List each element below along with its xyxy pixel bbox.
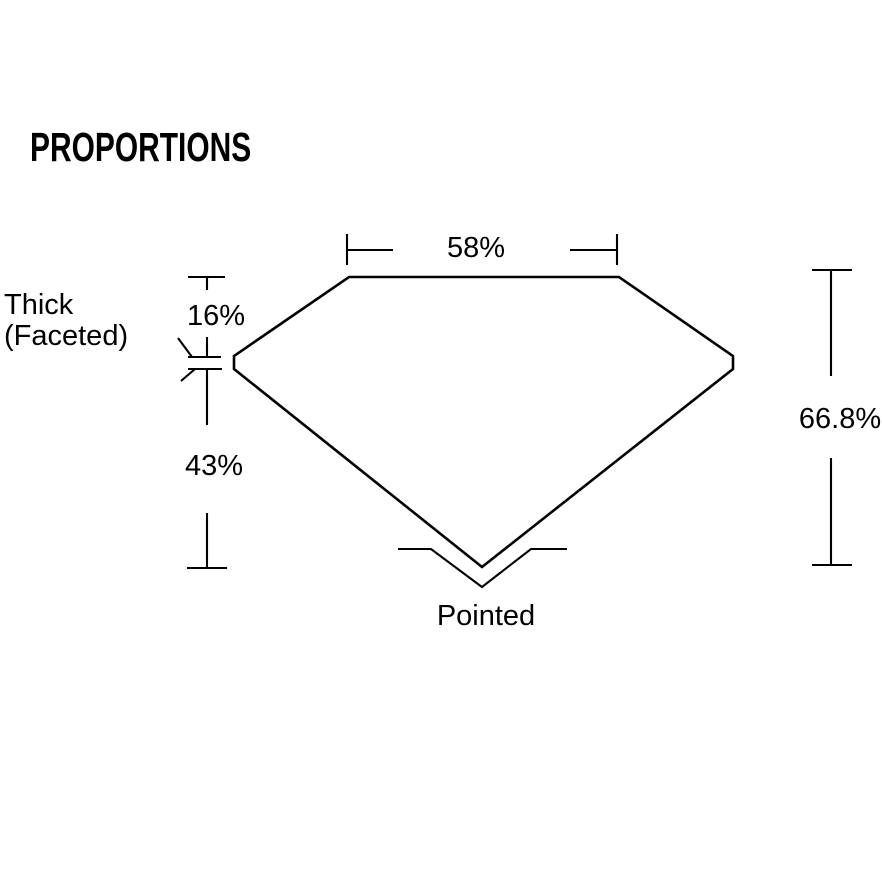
culet-label: Pointed [436,600,536,632]
table-width-dimension [345,234,619,265]
girdle-label: Thick (Faceted) [4,290,128,352]
total-depth-label: 66.8% [798,403,882,435]
table-size-label: 58% [446,232,506,264]
pavilion-depth-label: 43% [184,450,244,482]
pavilion-depth-dimension [187,370,227,570]
page-title: PROPORTIONS [30,124,252,170]
crown-height-dimension [188,275,225,356]
crown-height-label: 16% [186,300,246,332]
girdle-upper-slash [177,337,193,358]
diamond-outline [232,275,735,569]
girdle-marker [177,337,222,382]
culet-pointer [398,547,567,589]
diamond-outline-path [232,275,735,569]
girdle-lower-slash [180,368,196,382]
total-depth-dimension [812,268,852,567]
girdle-label-line2: (Faceted) [4,320,129,352]
culet-pointer-line [398,547,567,589]
girdle-label-line1: Thick [4,289,74,321]
